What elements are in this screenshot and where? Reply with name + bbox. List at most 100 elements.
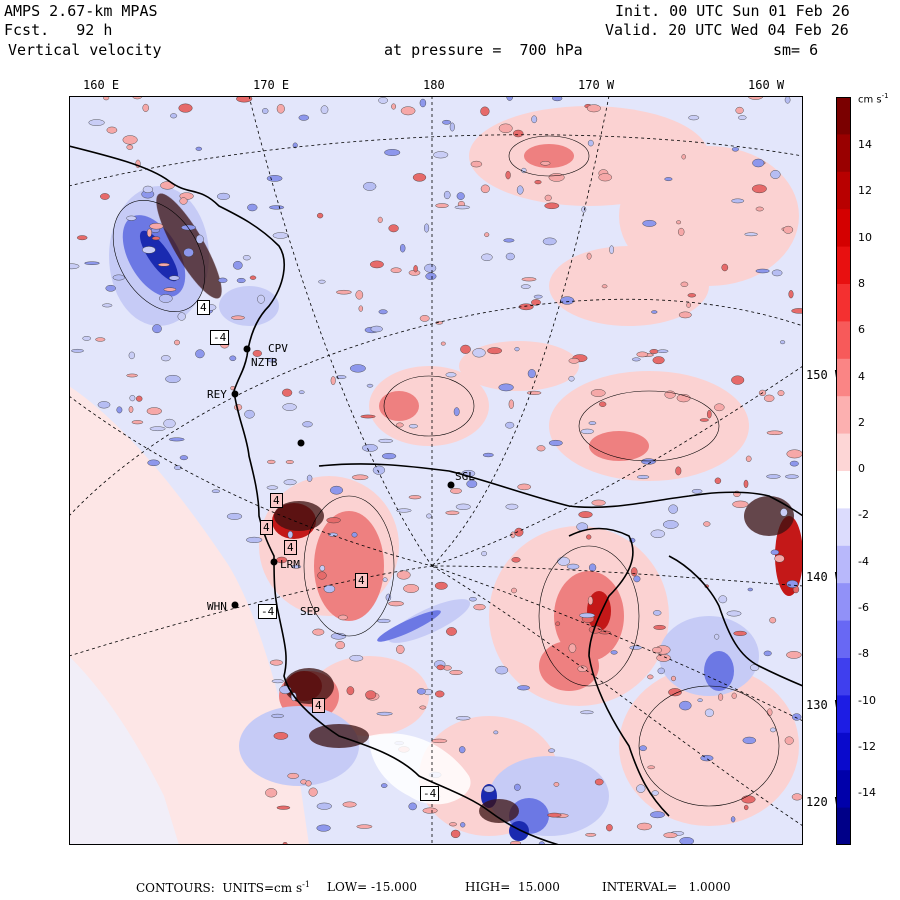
coastline <box>69 145 803 845</box>
colorbar-swatch <box>836 246 851 285</box>
speckle-cell <box>363 182 377 191</box>
speckle-cell <box>381 783 388 788</box>
contour-label: 4 <box>260 520 273 535</box>
speckle-cell <box>360 414 376 419</box>
speckle-cell <box>102 303 113 308</box>
speckle-cell <box>330 485 344 495</box>
speckle-cell <box>128 351 135 360</box>
speckle-cell <box>784 96 791 104</box>
speckle-cell <box>548 173 565 182</box>
speckle-cell <box>531 115 538 124</box>
speckle-cell <box>126 215 137 221</box>
colorbar-tick-label: 4 <box>858 369 865 383</box>
vertical-velocity-map[interactable] <box>69 96 803 845</box>
speckle-cell <box>789 460 799 467</box>
speckle-cell <box>168 437 185 442</box>
map-frame <box>69 96 803 845</box>
speckle-cell <box>714 477 722 484</box>
speckle-cell <box>741 795 756 804</box>
speckle-cell <box>282 403 297 411</box>
speckle-cell <box>112 274 125 281</box>
speckle-cell <box>242 255 251 261</box>
speckle-cell <box>540 161 551 166</box>
speckle-cell <box>641 458 656 465</box>
speckle-cell <box>533 294 543 299</box>
speckle-cell <box>714 633 720 640</box>
speckle-cell <box>356 824 373 829</box>
speckle-cell <box>376 618 391 623</box>
colorbar-tick-label: 8 <box>858 276 865 290</box>
field-name: Vertical velocity <box>8 41 162 59</box>
speckle-cell <box>358 305 363 312</box>
speckle-cell <box>707 410 712 419</box>
speckle-cell <box>482 452 494 458</box>
speckle-cell <box>555 621 561 626</box>
speckle-cell <box>566 563 580 570</box>
contour-label: 4 <box>284 540 297 555</box>
speckle-cell <box>653 625 666 630</box>
speckle-cell <box>442 119 452 125</box>
speckle-cell <box>366 383 374 388</box>
colorbar-swatch <box>836 732 851 771</box>
speckle-cell <box>495 665 509 675</box>
speckle-cell <box>770 549 780 555</box>
speckle-cell <box>766 474 781 479</box>
speckle-cell <box>365 690 377 700</box>
lon-label-170w: 170 W <box>578 78 615 92</box>
speckle-cell <box>744 232 758 237</box>
speckle-cell <box>382 453 397 460</box>
speckle-cell <box>95 337 106 342</box>
speckle-cell <box>412 173 427 182</box>
speckle-cell <box>388 224 399 233</box>
footer-contours: CONTOURS: UNITS=cm s-1 <box>136 880 310 895</box>
speckle-cell <box>668 688 682 697</box>
speckle-cell <box>76 235 88 241</box>
speckle-cell <box>179 455 189 461</box>
speckle-cell <box>122 135 138 145</box>
speckle-cell <box>276 104 285 114</box>
speckle-cell <box>413 265 418 273</box>
contour-label: -4 <box>210 330 230 345</box>
speckle-cell <box>316 824 331 832</box>
speckle-cell <box>302 421 313 428</box>
speckle-cell <box>548 440 563 447</box>
speckle-cell <box>731 147 739 152</box>
speckle-cell <box>526 390 542 395</box>
speckle-cell <box>544 202 560 210</box>
speckle-cell <box>349 655 364 662</box>
colorbar <box>836 97 851 845</box>
station-markers <box>231 345 455 609</box>
speckle-cell <box>774 554 785 563</box>
speckle-cell <box>498 123 513 133</box>
speckle-cell <box>468 597 477 602</box>
speckle-cell <box>151 236 161 241</box>
speckle-cell <box>318 279 326 284</box>
speckle-cell <box>671 675 677 682</box>
speckle-cell <box>396 508 412 513</box>
footer-low: LOW= -15.000 <box>327 880 418 894</box>
speckle-cell <box>446 627 457 636</box>
speckle-cell <box>647 674 654 680</box>
speckle-cell <box>165 375 181 384</box>
speckle-cell <box>718 595 728 604</box>
speckle-cell <box>557 556 570 566</box>
speckle-cell <box>126 373 138 378</box>
speckle-cell <box>514 347 520 352</box>
speckle-cell <box>282 388 293 397</box>
speckle-cell <box>505 252 515 261</box>
speckle-cell <box>226 512 243 520</box>
speckle-cell <box>544 194 552 202</box>
ice-shelf-patch <box>369 733 471 805</box>
speckle-cell <box>105 284 116 292</box>
speckle-cell <box>244 409 255 419</box>
speckle-cell <box>320 105 329 115</box>
speckle-cell <box>195 234 204 244</box>
speckle-cell <box>236 96 253 103</box>
colorbar-swatch <box>836 97 851 135</box>
speckle-cell <box>714 403 725 412</box>
colorbar-swatch <box>836 171 851 210</box>
speckle-cell <box>591 499 606 506</box>
speckle-cell <box>449 122 455 132</box>
speckle-cell <box>726 610 742 617</box>
speckle-cell <box>755 206 764 212</box>
